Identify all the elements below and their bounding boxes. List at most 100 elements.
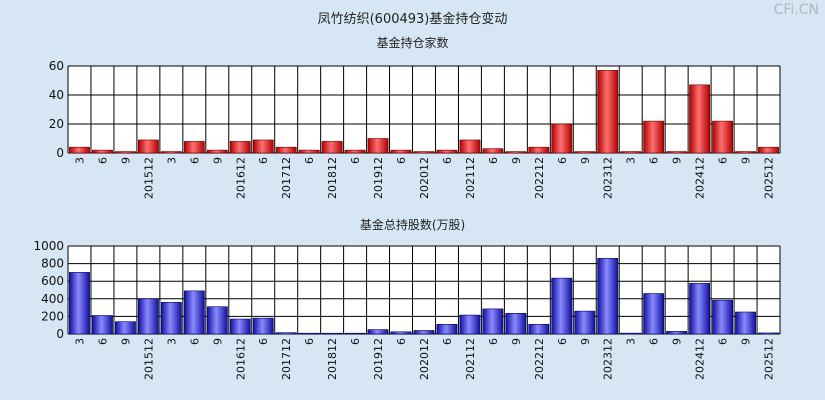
chart-1-bar bbox=[574, 151, 596, 154]
chart-2-xtick: 6 bbox=[441, 338, 454, 345]
chart-2-bar bbox=[459, 314, 481, 335]
chart-1-bar bbox=[459, 139, 481, 154]
chart-2-bar bbox=[69, 272, 90, 335]
chart-1-xtick: 6 bbox=[556, 157, 569, 164]
chart-2-bar bbox=[643, 293, 665, 335]
chart-1-xtick: 202412 bbox=[694, 157, 707, 199]
chart-1-ytick: 60 bbox=[49, 59, 64, 73]
chart-1-bar bbox=[689, 84, 711, 154]
chart-1-bar bbox=[413, 151, 435, 154]
chart-1-ytick: 20 bbox=[49, 117, 64, 131]
chart-1-bar bbox=[206, 149, 228, 154]
chart-1-xtick: 9 bbox=[119, 157, 132, 164]
chart-1-xtick: 9 bbox=[211, 157, 224, 164]
chart-2-xtick: 9 bbox=[579, 338, 592, 345]
chart-2-bar bbox=[160, 302, 182, 335]
chart-2-bar bbox=[298, 332, 320, 335]
chart-1-xtick: 3 bbox=[625, 157, 638, 164]
chart-1-xtick: 6 bbox=[395, 157, 408, 164]
chart-1-bar bbox=[735, 151, 756, 154]
chart-1-bar bbox=[643, 120, 665, 154]
chart-2-xtick: 202112 bbox=[464, 338, 477, 380]
chart-1-xtick: 6 bbox=[188, 157, 201, 164]
chart-2-xtick: 9 bbox=[740, 338, 753, 345]
chart-1-bar bbox=[229, 141, 251, 154]
chart-2-xtick: 6 bbox=[188, 338, 201, 345]
chart-2-xtick: 6 bbox=[717, 338, 730, 345]
chart-1-xtick: 9 bbox=[579, 157, 592, 164]
chart-1-xtick: 6 bbox=[303, 157, 316, 164]
chart-2-bar bbox=[528, 324, 550, 335]
chart-2-bar bbox=[367, 329, 389, 335]
chart-2-xtick: 6 bbox=[303, 338, 316, 345]
chart-1-bar bbox=[321, 141, 343, 154]
chart-2-xtick: 201712 bbox=[280, 338, 293, 380]
chart-1-xtick: 6 bbox=[257, 157, 270, 164]
chart-1-ytick: 40 bbox=[49, 88, 64, 102]
chart-1-bar bbox=[298, 149, 320, 154]
chart-1-bar bbox=[390, 149, 412, 154]
chart-2-xtick: 6 bbox=[556, 338, 569, 345]
chart-1-xtick: 202212 bbox=[533, 157, 546, 199]
chart-2-ytick: 400 bbox=[41, 292, 64, 306]
chart-2-xtick: 202512 bbox=[763, 338, 776, 380]
chart-1-bar bbox=[620, 151, 642, 154]
chart-2-bar bbox=[229, 318, 251, 335]
chart-1-xtick: 9 bbox=[740, 157, 753, 164]
chart-1-bar bbox=[551, 123, 573, 154]
watermark: CFi.CN bbox=[773, 2, 819, 18]
chart-2-bar bbox=[712, 299, 733, 335]
chart-2-ytick: 1000 bbox=[33, 239, 64, 253]
chart-2-bar bbox=[551, 277, 573, 335]
chart-2-xtick: 6 bbox=[648, 338, 661, 345]
chart-1-bar bbox=[712, 120, 733, 154]
chart-1-xtick: 6 bbox=[441, 157, 454, 164]
chart-1-xtick: 201712 bbox=[280, 157, 293, 199]
chart-1-xtick: 6 bbox=[487, 157, 500, 164]
chart-2-xtick: 201512 bbox=[142, 338, 155, 380]
chart-1-xtick: 201612 bbox=[234, 157, 247, 199]
chart-2-xtick: 3 bbox=[73, 338, 86, 345]
chart-2-bar bbox=[137, 298, 159, 335]
chart-1-bar bbox=[528, 146, 550, 154]
chart-2-ytick: 800 bbox=[41, 257, 64, 271]
chart-2-xtick: 6 bbox=[96, 338, 109, 345]
chart-2-xtick: 202012 bbox=[418, 338, 431, 380]
chart-2-xtick: 9 bbox=[119, 338, 132, 345]
chart-1-bar bbox=[666, 151, 688, 154]
chart-1-bar bbox=[137, 139, 159, 154]
chart-1-bar bbox=[69, 146, 90, 154]
chart-1-xtick: 202512 bbox=[763, 157, 776, 199]
page-title: 凤竹纺织(600493)基金持仓变动 bbox=[317, 12, 508, 27]
chart-2-bar bbox=[505, 313, 527, 335]
chart-1-bar bbox=[183, 141, 205, 154]
chart-2-bar bbox=[620, 332, 642, 335]
chart-2-xtick: 6 bbox=[349, 338, 362, 345]
chart-2-xtick: 6 bbox=[257, 338, 270, 345]
chart-2-bar bbox=[597, 258, 619, 335]
chart-1-xtick: 202312 bbox=[602, 157, 615, 199]
chart-2-xtick: 201912 bbox=[372, 338, 385, 380]
chart-1-ytick: 0 bbox=[56, 146, 64, 160]
chart-2-bar bbox=[206, 306, 228, 335]
chart-2-xtick: 6 bbox=[395, 338, 408, 345]
chart-1-bar bbox=[436, 149, 458, 154]
chart-2-xtick: 202312 bbox=[602, 338, 615, 380]
chart-1-xtick: 201812 bbox=[326, 157, 339, 199]
chart-2-bar bbox=[574, 310, 596, 335]
chart-2-bar bbox=[92, 315, 113, 335]
chart-1-bar bbox=[92, 149, 113, 154]
chart-1-bar bbox=[344, 149, 366, 154]
chart-1-xtick: 202112 bbox=[464, 157, 477, 199]
chart-2-bar bbox=[115, 321, 136, 335]
chart-1-bar bbox=[505, 151, 527, 154]
chart-2-xtick: 3 bbox=[165, 338, 178, 345]
chart-1-xtick: 6 bbox=[96, 157, 109, 164]
chart-1-bar bbox=[115, 151, 136, 154]
chart-1-bar bbox=[758, 146, 779, 154]
chart-1-bar bbox=[252, 139, 274, 154]
chart-1-bar bbox=[597, 70, 619, 154]
chart-1-xtick: 6 bbox=[717, 157, 730, 164]
chart-1-bar bbox=[482, 148, 504, 154]
